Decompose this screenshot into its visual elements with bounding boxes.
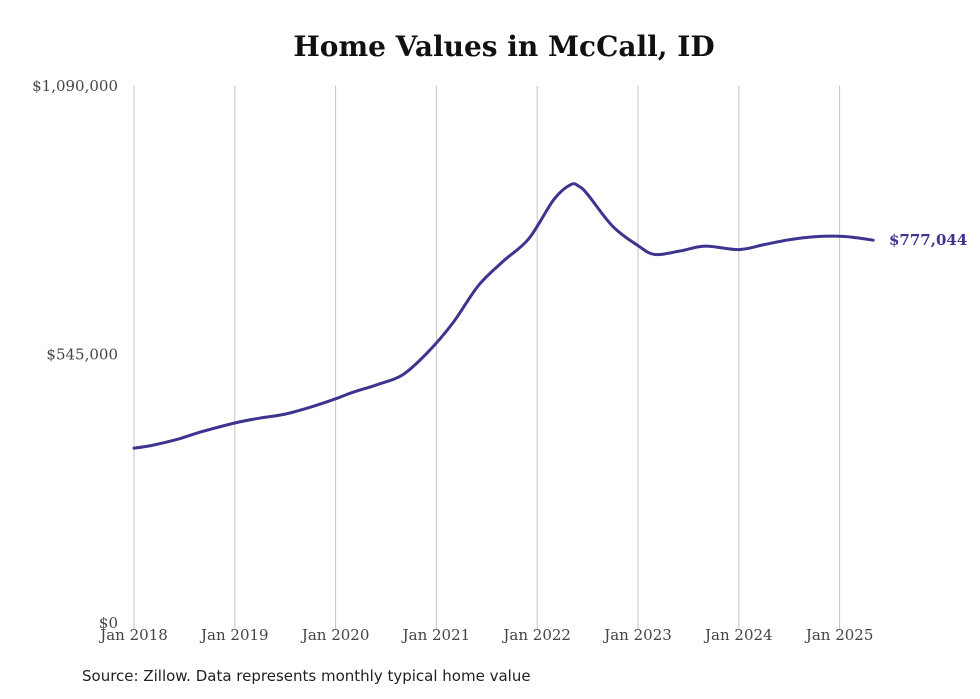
x-tick-label: Jan 2021	[401, 626, 471, 644]
y-tick-label: $0	[99, 614, 118, 632]
x-tick-label: Jan 2025	[804, 626, 874, 644]
x-tick-label: Jan 2023	[602, 626, 672, 644]
series-line	[132, 182, 875, 450]
x-tick-label: Jan 2018	[98, 626, 168, 644]
source-note: Source: Zillow. Data represents monthly …	[82, 667, 531, 685]
end-value-label-group: $777,044	[889, 231, 967, 249]
gridlines	[133, 86, 841, 629]
end-value-label: $777,044	[889, 231, 967, 249]
x-tick-label: Jan 2024	[703, 626, 773, 644]
series-line-path	[132, 182, 875, 450]
y-tick-label: $545,000	[46, 346, 118, 364]
chart-title: Home Values in McCall, ID	[293, 30, 715, 63]
x-tick-label: Jan 2020	[300, 626, 370, 644]
y-tick-label: $1,090,000	[32, 77, 118, 95]
x-tick-label: Jan 2019	[199, 626, 269, 644]
y-axis-ticks: $0 $545,000 $1,090,000	[32, 77, 118, 632]
x-axis-ticks: Jan 2018 Jan 2019 Jan 2020 Jan 2021 Jan 2022…	[98, 626, 873, 644]
x-tick-label: Jan 2022	[501, 626, 571, 644]
